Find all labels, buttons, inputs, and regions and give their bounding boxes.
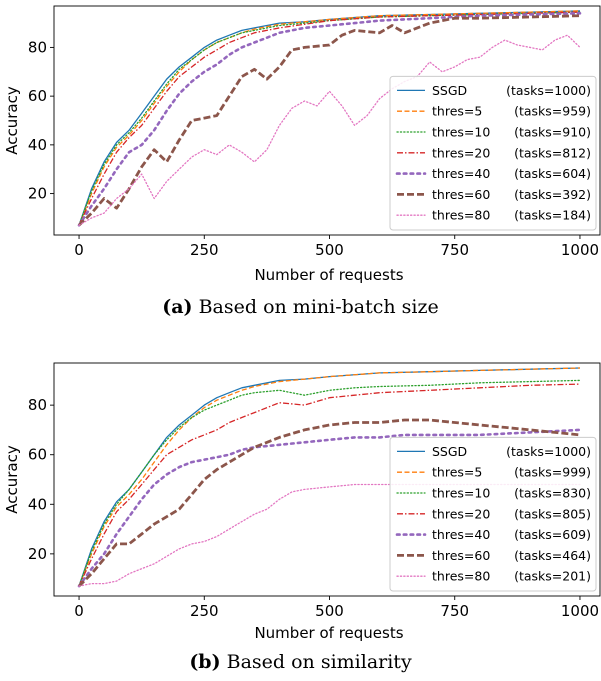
- legend-entry-tasks: (tasks=999): [514, 465, 591, 480]
- legend-entry-tasks: (tasks=910): [514, 125, 591, 140]
- legend-entry-tasks: (tasks=609): [514, 527, 591, 542]
- series-line-0: [78, 367, 581, 587]
- caption-a-text: Based on mini-batch size: [198, 296, 439, 318]
- legend: SSGD (tasks=1000) thres=5 (tasks=999) thres=…: [389, 436, 597, 592]
- series-line-6: [78, 34, 581, 226]
- series-line-4: [77, 12, 582, 227]
- caption-a: (a) Based on mini-batch size: [0, 296, 601, 318]
- legend-entry-tasks: (tasks=812): [514, 145, 591, 160]
- y-tick-label: 80: [28, 38, 47, 56]
- legend-entry-name: SSGD: [432, 444, 467, 459]
- legend-entry-name: thres=20: [432, 145, 490, 160]
- y-tick-label: 80: [28, 396, 47, 414]
- x-tick-label: 0: [74, 602, 84, 620]
- legend-entry-name: thres=80: [432, 208, 490, 223]
- chart-panel-b: 0 250 500 750 1000 20 40 60 80 Number of requests…: [3, 362, 601, 642]
- legend-entry-tasks: (tasks=392): [514, 187, 591, 202]
- series-line-5: [78, 418, 581, 588]
- legend-entry-name: thres=20: [432, 506, 490, 521]
- series-line-6: [78, 483, 581, 587]
- y-tick-label: 40: [28, 136, 47, 154]
- legend-entry-name: thres=60: [432, 187, 490, 202]
- x-tick-label: 750: [440, 241, 469, 259]
- legend-entry-tasks: (tasks=830): [514, 486, 591, 501]
- series-line-5: [78, 14, 581, 227]
- legend-entry-name: thres=80: [432, 569, 490, 584]
- legend-entry-name: thres=5: [432, 465, 482, 480]
- chart-panel-a: 0 250 500 750 1000 20 40 60 80 Number of requests…: [3, 5, 601, 284]
- legend-entry-tasks: (tasks=805): [514, 506, 591, 521]
- x-axis-label: Number of requests: [254, 624, 403, 642]
- x-tick-label: 1000: [561, 602, 599, 620]
- legend-entry-name: thres=60: [432, 548, 490, 563]
- y-tick-label: 60: [28, 446, 47, 464]
- x-tick-label: 250: [190, 241, 219, 259]
- legend-entry-name: SSGD: [432, 83, 467, 98]
- x-tick-label: 1000: [561, 241, 599, 259]
- legend-box: [389, 75, 597, 231]
- caption-b-label: (b): [189, 651, 221, 673]
- y-tick-label: 40: [28, 495, 47, 513]
- legend-entry-tasks: (tasks=1000): [506, 444, 591, 459]
- series-line-1: [78, 367, 581, 587]
- caption-a-label: (a): [162, 296, 193, 318]
- x-tick-label: 500: [315, 602, 344, 620]
- caption-b: (b) Based on similarity: [0, 651, 601, 673]
- legend-entry-tasks: (tasks=604): [514, 166, 591, 181]
- series-line-2: [78, 379, 581, 587]
- x-tick-label: 0: [74, 241, 84, 259]
- series-line-3: [78, 11, 581, 226]
- y-tick-label: 20: [28, 545, 47, 563]
- legend-entry-name: thres=40: [432, 527, 490, 542]
- legend-box: [389, 436, 597, 592]
- y-axis-label: Accuracy: [3, 86, 21, 155]
- series-line-3: [78, 383, 581, 587]
- x-axis-label: Number of requests: [254, 266, 403, 284]
- series-lines: [77, 367, 582, 588]
- series-line-1: [78, 10, 581, 226]
- legend-entry-name: thres=40: [432, 166, 490, 181]
- legend-entry-tasks: (tasks=959): [514, 104, 591, 119]
- legend-entry-tasks: (tasks=184): [514, 208, 591, 223]
- plot-frame: [53, 362, 601, 597]
- legend-entry-name: thres=10: [432, 125, 490, 140]
- legend-entry-name: thres=5: [432, 104, 482, 119]
- x-tick-label: 250: [190, 602, 219, 620]
- plot-frame: [53, 5, 601, 236]
- legend-entry-tasks: (tasks=201): [514, 569, 591, 584]
- legend-entry-tasks: (tasks=464): [514, 548, 591, 563]
- series-lines: [77, 10, 582, 227]
- legend-entry-name: thres=10: [432, 486, 490, 501]
- x-tick-label: 500: [315, 241, 344, 259]
- legend: SSGD (tasks=1000) thres=5 (tasks=959) thres=…: [389, 75, 597, 231]
- y-tick-label: 60: [28, 87, 47, 105]
- caption-b-text: Based on similarity: [226, 651, 412, 673]
- x-tick-label: 750: [440, 602, 469, 620]
- y-tick-label: 20: [28, 185, 47, 203]
- y-axis-label: Accuracy: [3, 445, 21, 514]
- legend-entry-tasks: (tasks=1000): [506, 83, 591, 98]
